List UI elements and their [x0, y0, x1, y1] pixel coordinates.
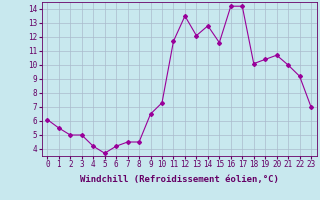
- X-axis label: Windchill (Refroidissement éolien,°C): Windchill (Refroidissement éolien,°C): [80, 175, 279, 184]
